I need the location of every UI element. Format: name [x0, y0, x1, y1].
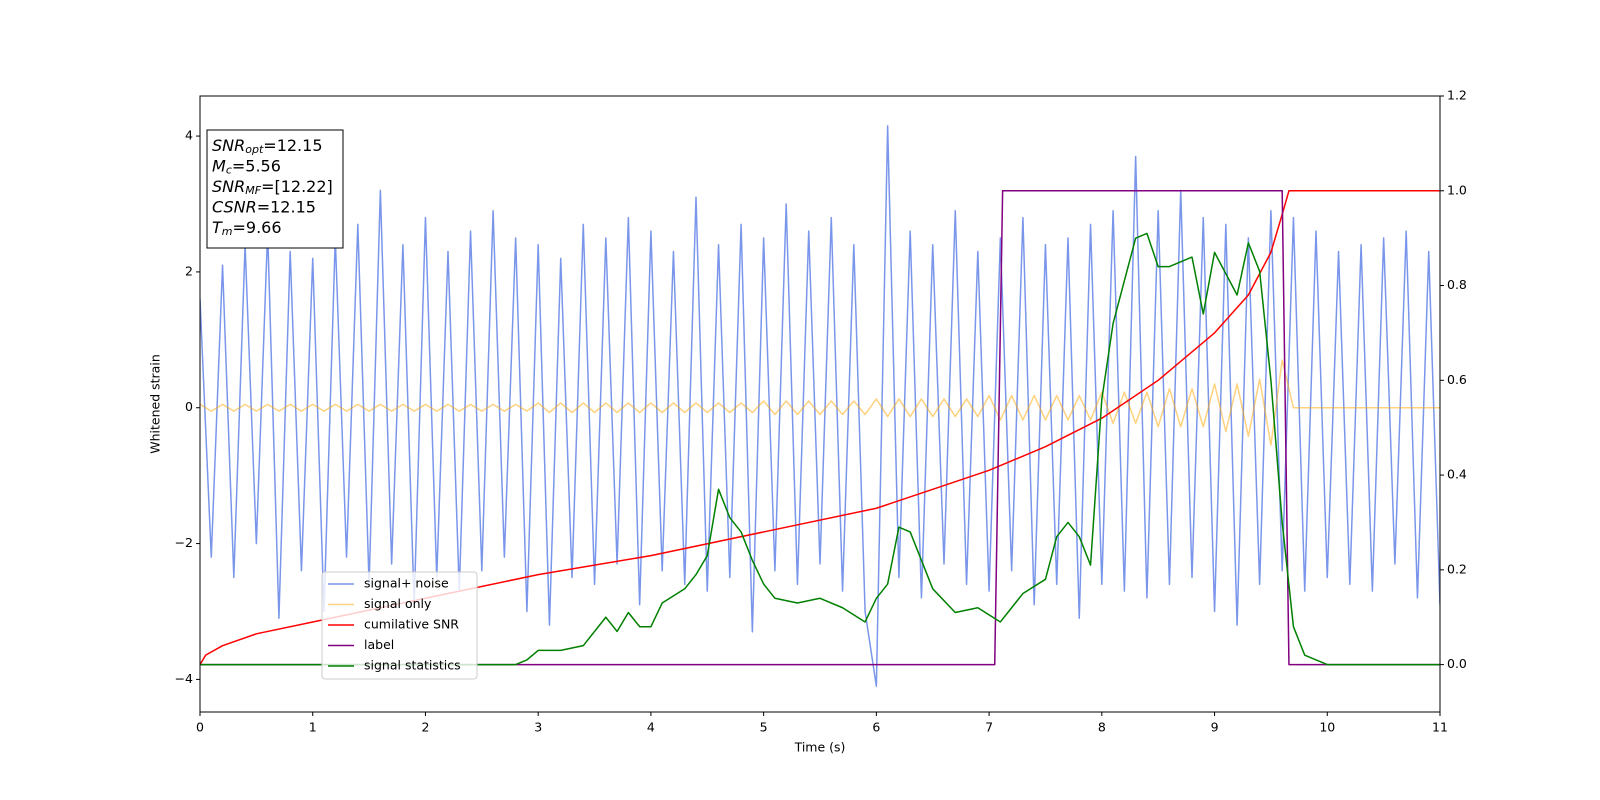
annotation-subscript: opt — [245, 143, 264, 156]
x-tick-label: 11 — [1432, 720, 1448, 735]
annotation: Tm=9.66 — [212, 218, 282, 239]
annotation: CSNR=12.15 — [212, 197, 316, 216]
annotation-text: =9.66 — [233, 218, 282, 237]
legend-label: signal only — [364, 596, 432, 611]
y-axis-label: Whitened strain — [148, 354, 163, 453]
y-tick-label: −2 — [175, 535, 193, 550]
y-tick-label: 4 — [185, 128, 193, 143]
annotation: SNRMF=[12.22] — [212, 177, 333, 198]
plot-area — [200, 125, 1440, 687]
x-tick-label: 8 — [1098, 720, 1106, 735]
series-line — [200, 125, 1440, 687]
y2-tick-label: 0.4 — [1447, 467, 1467, 482]
x-tick-label: 9 — [1211, 720, 1219, 735]
y2-tick-label: 0.6 — [1447, 372, 1467, 387]
annotation-symbol: SNR — [212, 177, 245, 196]
legend-label: signal+ noise — [364, 576, 449, 591]
x-tick-label: 2 — [421, 720, 429, 735]
series-line — [200, 190, 1440, 666]
y-tick-label: 2 — [185, 263, 193, 278]
annotation-text: =[12.22] — [261, 177, 333, 196]
series-line — [200, 190, 1440, 666]
series-line — [200, 359, 1440, 446]
annotation-symbol: CSNR — [212, 197, 257, 216]
annotation-box — [206, 129, 344, 249]
axes-frame — [199, 95, 1441, 713]
legend-box — [321, 571, 478, 680]
x-tick-label: 3 — [534, 720, 542, 735]
x-axis-label: Time (s) — [794, 740, 846, 755]
x-tick-label: 4 — [647, 720, 655, 735]
y2-tick-label: 0.2 — [1447, 561, 1467, 576]
annotation-symbol: M — [212, 156, 226, 175]
annotation-subscript: c — [226, 164, 232, 177]
legend-label: label — [364, 637, 394, 652]
annotation-subscript: MF — [245, 184, 261, 197]
legend-label: signal statistics — [364, 658, 461, 673]
legend-label: cumilative SNR — [364, 617, 459, 632]
annotation: Mc=5.56 — [212, 156, 281, 177]
y2-tick-label: 1.2 — [1447, 88, 1467, 103]
annotation-symbol: T — [212, 218, 223, 237]
x-tick-label: 10 — [1319, 720, 1335, 735]
x-tick-label: 5 — [760, 720, 768, 735]
x-tick-label: 0 — [196, 720, 204, 735]
y-tick-label: −4 — [175, 671, 193, 686]
annotation-text: =12.15 — [263, 136, 322, 155]
series-line — [200, 232, 1440, 666]
y2-tick-label: 1.0 — [1447, 182, 1467, 197]
x-tick-label: 7 — [985, 720, 993, 735]
y2-tick-label: 0.8 — [1447, 277, 1467, 292]
annotation-symbol: SNR — [212, 136, 245, 155]
annotation-text: =12.15 — [257, 197, 316, 216]
annotation-text: =5.56 — [232, 156, 281, 175]
annotation-subscript: m — [222, 225, 233, 238]
x-tick-label: 1 — [309, 720, 317, 735]
annotation: SNRopt=12.15 — [212, 136, 323, 157]
x-tick-label: 6 — [872, 720, 880, 735]
y-tick-label: 0 — [185, 399, 193, 414]
y2-tick-label: 0.0 — [1447, 656, 1467, 671]
